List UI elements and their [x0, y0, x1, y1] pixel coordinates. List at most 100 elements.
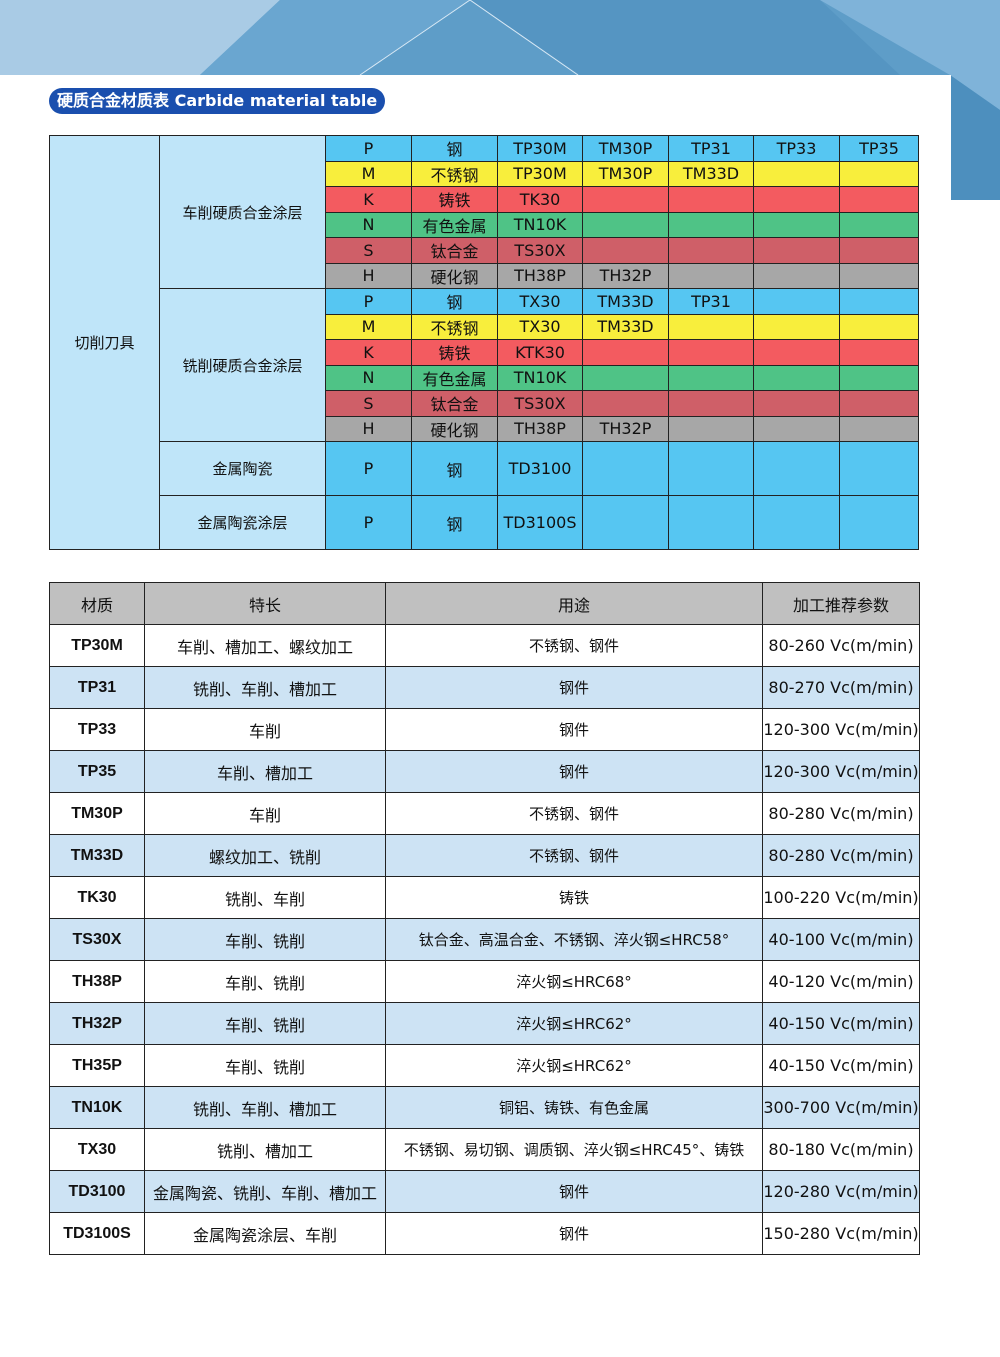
- cutting-speed: 40-150 Vc(m/min): [762, 1002, 920, 1045]
- grade-cell: [753, 313, 840, 340]
- grade-cell: [582, 237, 669, 264]
- grade-cell: TD3100: [497, 441, 583, 496]
- section-title: 硬质合金材质表 Carbide material table: [49, 88, 386, 114]
- grade-name: TX30: [49, 1128, 145, 1171]
- grade-row: K 铸铁 KTK30: [50, 339, 919, 366]
- grade-cell: TM33D: [582, 288, 669, 315]
- grade-cell: [582, 441, 669, 496]
- iso-code: P: [325, 495, 412, 550]
- spec-table: 材质 特长 用途 加工推荐参数 TP30M 车削、槽加工、螺纹加工 不锈钢、钢件 80-26…: [49, 582, 920, 1255]
- features: 车削、铣削: [144, 1044, 386, 1087]
- grade-name: TD3100: [49, 1170, 145, 1213]
- grade-cell: TX30: [497, 313, 583, 340]
- application: 钢件: [385, 1212, 763, 1255]
- grade-cell: TP31: [668, 135, 754, 162]
- grade-cell: TM33D: [582, 313, 669, 340]
- features: 金属陶瓷、铣削、车削、槽加工: [144, 1170, 386, 1213]
- cutting-speed: 80-280 Vc(m/min): [762, 834, 920, 877]
- grade-row: M 不锈钢 TP30M TM30P TM33D: [50, 160, 919, 187]
- features: 车削、槽加工、螺纹加工: [144, 624, 386, 667]
- workpiece-material: 铸铁: [411, 339, 498, 366]
- table-row: TP35 车削、槽加工 钢件 120-300 Vc(m/min): [49, 750, 920, 793]
- iso-code: K: [325, 339, 412, 366]
- grade-cell: [753, 160, 840, 187]
- grade-name: TP30M: [49, 624, 145, 667]
- grade-name: TM30P: [49, 792, 145, 835]
- iso-code: P: [325, 288, 412, 315]
- grade-cell: [839, 441, 919, 496]
- application: 钢件: [385, 1170, 763, 1213]
- grade-cell: [839, 364, 919, 391]
- grade-cell: [839, 313, 919, 340]
- features: 车削、铣削: [144, 960, 386, 1003]
- grade-cell: [753, 262, 840, 289]
- grade-cell: TS30X: [497, 237, 583, 264]
- grade-name: TS30X: [49, 918, 145, 961]
- grade-cell: [668, 313, 754, 340]
- workpiece-material: 钢: [411, 288, 498, 315]
- cutting-speed: 40-150 Vc(m/min): [762, 1044, 920, 1087]
- grade-row: M 不锈钢 TX30 TM33D: [50, 313, 919, 340]
- column-header: 特长: [144, 582, 386, 625]
- workpiece-material: 硬化钢: [411, 415, 498, 442]
- spec-table-header: 材质 特长 用途 加工推荐参数: [49, 582, 920, 625]
- grade-cell: [582, 186, 669, 213]
- workpiece-material: 不锈钢: [411, 160, 498, 187]
- table-row: TP31 铣削、车削、槽加工 钢件 80-270 Vc(m/min): [49, 666, 920, 709]
- grade-cell: TD3100S: [497, 495, 583, 550]
- cutting-speed: 40-120 Vc(m/min): [762, 960, 920, 1003]
- application: 不锈钢、钢件: [385, 624, 763, 667]
- grade-cell: [582, 364, 669, 391]
- iso-code: P: [325, 441, 412, 496]
- cutting-speed: 80-260 Vc(m/min): [762, 624, 920, 667]
- features: 铣削、车削、槽加工: [144, 1086, 386, 1129]
- table-row: TX30 铣削、槽加工 不锈钢、易切钢、调质钢、淬火钢≤HRC45°、铸铁 80-18…: [49, 1128, 920, 1171]
- grade-row: 金属陶瓷 P 钢 TD3100: [50, 441, 919, 496]
- grade-cell: [668, 262, 754, 289]
- table-row: TH38P 车削、铣削 淬火钢≤HRC68° 40-120 Vc(m/min): [49, 960, 920, 1003]
- workpiece-material: 钢: [411, 495, 498, 550]
- features: 车削: [144, 708, 386, 751]
- table-row: TH32P 车削、铣削 淬火钢≤HRC62° 40-150 Vc(m/min): [49, 1002, 920, 1045]
- grade-cell: [839, 186, 919, 213]
- grade-cell: TH32P: [582, 415, 669, 442]
- cutting-speed: 120-280 Vc(m/min): [762, 1170, 920, 1213]
- grade-row: 切削刀具 车削硬质合金涂层 P 钢 TP30M TM30P TP31 TP33 TP35: [49, 135, 919, 550]
- grade-cell: [839, 390, 919, 417]
- grade-cell: TS30X: [497, 390, 583, 417]
- grade-cell: [839, 237, 919, 264]
- grade-cell: [753, 186, 840, 213]
- application: 不锈钢、钢件: [385, 834, 763, 877]
- table-row: TK30 铣削、车削 铸铁 100-220 Vc(m/min): [49, 876, 920, 919]
- application: 淬火钢≤HRC68°: [385, 960, 763, 1003]
- application: 不锈钢、钢件: [385, 792, 763, 835]
- grade-cell: [668, 495, 754, 550]
- grade-row: H 硬化钢 TH38P TH32P: [50, 415, 919, 442]
- application: 淬火钢≤HRC62°: [385, 1002, 763, 1045]
- grade-cell: [668, 211, 754, 238]
- table-row: TP33 车削 钢件 120-300 Vc(m/min): [49, 708, 920, 751]
- features: 铣削、车削、槽加工: [144, 666, 386, 709]
- application: 铜铝、铸铁、有色金属: [385, 1086, 763, 1129]
- grade-cell: [753, 211, 840, 238]
- iso-code: S: [325, 390, 412, 417]
- features: 螺纹加工、铣削: [144, 834, 386, 877]
- grade-cell: [668, 364, 754, 391]
- group-name: 金属陶瓷涂层: [159, 495, 326, 550]
- grade-cell: [582, 390, 669, 417]
- grade-cell: [839, 495, 919, 550]
- table-row: TD3100 金属陶瓷、铣削、车削、槽加工 钢件 120-280 Vc(m/min): [49, 1170, 920, 1213]
- iso-code: H: [325, 262, 412, 289]
- grade-row: H 硬化钢 TH38P TH32P: [50, 262, 919, 289]
- workpiece-material: 硬化钢: [411, 262, 498, 289]
- features: 金属陶瓷涂层、车削: [144, 1212, 386, 1255]
- grade-row: K 铸铁 TK30: [50, 186, 919, 213]
- grade-cell: [753, 415, 840, 442]
- grade-cell: TP30M: [497, 135, 583, 162]
- group-name: 金属陶瓷: [159, 441, 326, 496]
- grade-cell: TM30P: [582, 135, 669, 162]
- grade-cell: [839, 288, 919, 315]
- grade-cell: [668, 415, 754, 442]
- application: 钛合金、高温合金、不锈钢、淬火钢≤HRC58°: [385, 918, 763, 961]
- grade-cell: [753, 441, 840, 496]
